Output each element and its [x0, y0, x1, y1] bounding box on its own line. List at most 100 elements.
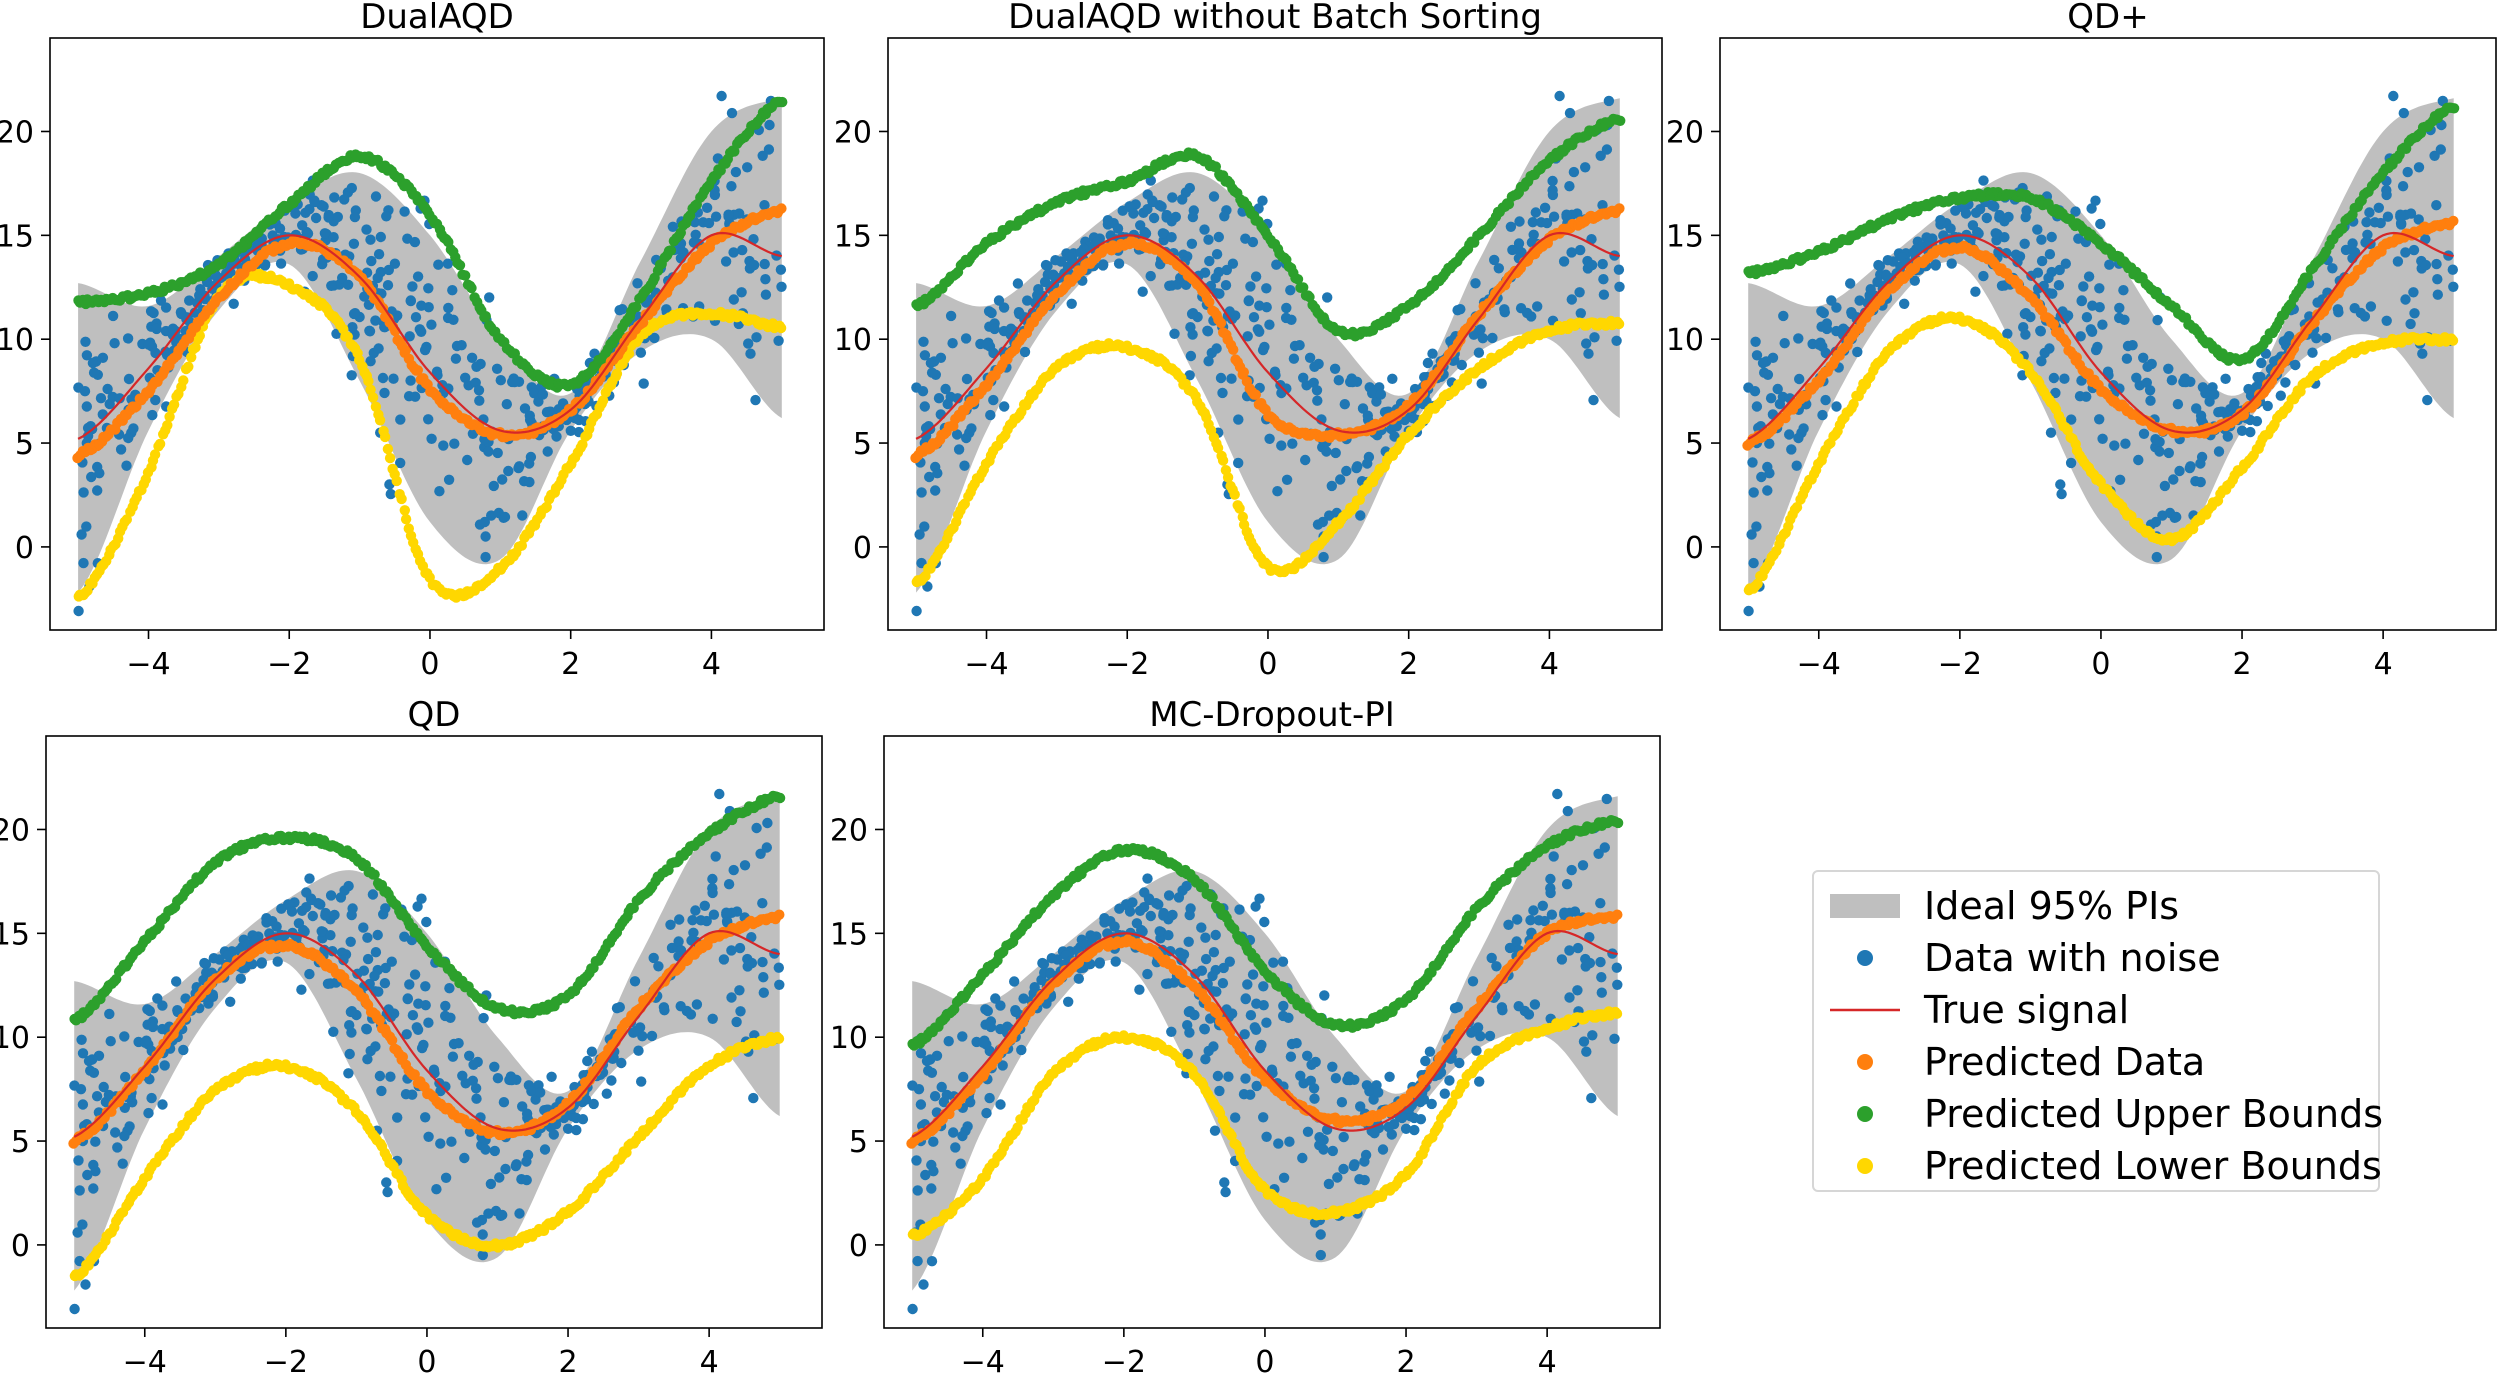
data-point	[1113, 258, 1125, 269]
data-point	[1169, 328, 1180, 339]
axes-frame	[49, 37, 825, 631]
data-point	[675, 1001, 686, 1012]
data-point	[1208, 191, 1220, 202]
data-point	[365, 356, 376, 367]
data-point	[480, 1144, 491, 1155]
data-point	[1505, 221, 1517, 232]
data-point	[1148, 212, 1160, 224]
y-tick-label: 20	[0, 115, 34, 150]
upper-bound-point	[1292, 274, 1304, 285]
predicted-data-point	[776, 203, 787, 214]
data-point	[1321, 446, 1332, 457]
data-point	[529, 388, 540, 399]
data-point	[1493, 263, 1505, 274]
data-point	[81, 350, 93, 361]
data-point	[537, 389, 549, 400]
data-point	[1564, 181, 1575, 192]
data-point	[328, 232, 339, 243]
data-point	[2184, 462, 2195, 474]
data-point	[85, 1065, 96, 1076]
upper-bound-point	[2302, 272, 2313, 283]
data-point	[184, 295, 195, 306]
lower-bound-point	[194, 330, 205, 341]
data-point	[1575, 244, 1586, 256]
data-point	[91, 1091, 103, 1102]
data-point	[2065, 457, 2077, 469]
data-point	[2382, 211, 2394, 222]
data-point	[319, 228, 331, 239]
y-tick-label: 15	[834, 219, 872, 254]
data-point	[1221, 264, 1233, 276]
data-point	[337, 272, 348, 284]
data-point	[1164, 280, 1175, 291]
data-point	[382, 280, 394, 291]
lower-bound-point	[391, 475, 402, 487]
data-point	[1820, 394, 1831, 406]
data-point	[726, 945, 737, 956]
lower-bound-point	[379, 431, 391, 443]
data-point	[521, 1156, 532, 1167]
data-point	[1271, 259, 1282, 270]
predicted-data	[910, 203, 1625, 464]
data-point	[195, 284, 206, 295]
x-tick-label: 4	[702, 647, 721, 682]
data-point	[2104, 259, 2115, 270]
data-point	[1177, 194, 1188, 205]
data-point	[1945, 223, 1956, 234]
data-point	[2275, 390, 2286, 401]
data-point	[1042, 260, 1053, 272]
data-point	[2114, 383, 2125, 394]
data-point	[1311, 385, 1323, 396]
data-point	[456, 340, 467, 351]
data-point	[346, 182, 357, 194]
data-point	[701, 202, 713, 213]
data-point	[370, 947, 382, 958]
data-point	[2056, 488, 2067, 500]
data-point	[1375, 389, 1387, 400]
data-point	[1581, 338, 1592, 349]
data-point	[1211, 343, 1222, 354]
data-point	[1252, 324, 1264, 335]
data-point	[74, 1185, 85, 1196]
upper-bound	[911, 113, 1626, 342]
data-point	[1185, 350, 1197, 362]
data-point	[1264, 433, 1275, 444]
data-point	[1566, 294, 1578, 305]
data-point	[1515, 303, 1527, 314]
data-point	[539, 1144, 551, 1155]
data-point	[416, 893, 427, 904]
data-point	[773, 962, 784, 973]
lower-bound-point	[1222, 472, 1234, 483]
lower-bound-point	[399, 505, 410, 516]
data-point	[1981, 212, 1993, 224]
data-point	[180, 993, 191, 1004]
data-point	[1233, 414, 1244, 425]
data-point	[348, 308, 360, 320]
data-point	[2220, 373, 2231, 384]
data-point	[1335, 474, 1346, 485]
data-point	[1978, 270, 1989, 282]
lower-bound-point	[1234, 503, 1245, 514]
data-point	[1750, 336, 1761, 347]
data-point	[2095, 218, 2106, 230]
data-point	[380, 962, 391, 974]
data-point	[1203, 356, 1214, 367]
data-point	[2102, 366, 2114, 377]
data-point	[423, 414, 434, 425]
data-point	[1817, 409, 1828, 421]
data-point	[1186, 238, 1198, 249]
data-point	[503, 465, 514, 477]
x-tick-label: −2	[1105, 647, 1149, 682]
data-point	[2320, 332, 2332, 344]
data-point	[2019, 238, 2030, 249]
lower-bound	[73, 268, 787, 603]
data-point	[488, 480, 499, 492]
data-point	[517, 1101, 528, 1112]
data-point	[2152, 314, 2163, 326]
predicted-data-point	[1204, 296, 1215, 308]
data-point	[2086, 203, 2097, 214]
data-point	[1899, 298, 1910, 309]
data-point	[985, 409, 996, 421]
